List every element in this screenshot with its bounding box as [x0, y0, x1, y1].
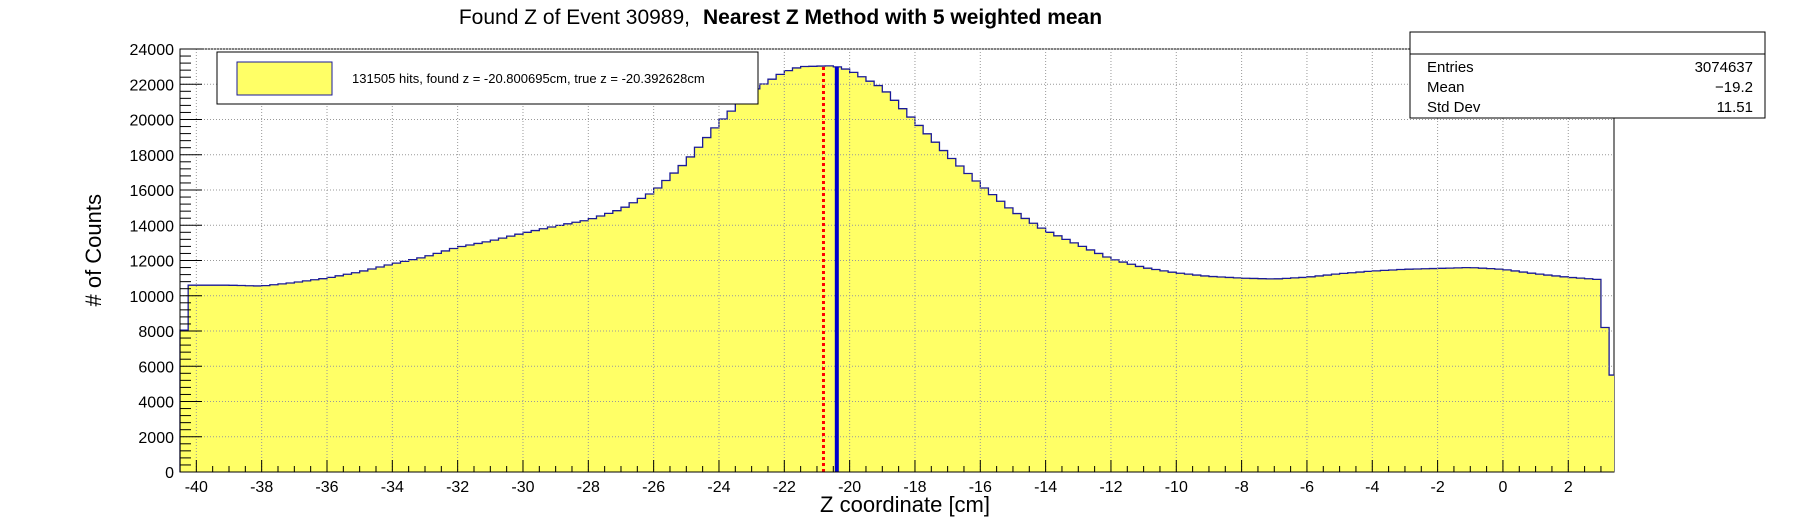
y-tick-label: 0 — [165, 465, 174, 482]
stats-stddev-value: 11.51 — [1717, 99, 1753, 116]
legend-text: 131505 hits, found z = -20.800695cm, tru… — [352, 71, 705, 86]
x-tick-label: -10 — [1165, 479, 1188, 496]
y-tick-label: 12000 — [130, 254, 175, 271]
x-tick-label: -2 — [1430, 479, 1444, 496]
legend-swatch — [236, 61, 333, 96]
stats-box: Entries 3074637 Mean −19.2 Std Dev 11.51 — [1409, 31, 1766, 119]
y-tick-label: 16000 — [130, 183, 175, 200]
y-tick-label: 2000 — [138, 430, 174, 447]
x-tick-label: -22 — [773, 479, 796, 496]
x-tick-label: -20 — [838, 479, 861, 496]
y-axis-title: # of Counts — [81, 194, 106, 307]
x-tick-label: 0 — [1498, 479, 1507, 496]
legend: 131505 hits, found z = -20.800695cm, tru… — [216, 51, 759, 105]
x-tick-label: -8 — [1235, 479, 1249, 496]
stats-mean-label: Mean — [1427, 79, 1465, 96]
stats-entries-value: 3074637 — [1695, 59, 1753, 76]
y-tick-label: 8000 — [138, 324, 174, 341]
y-tick-label: 20000 — [130, 113, 175, 130]
y-tick-label: 4000 — [138, 395, 174, 412]
y-tick-label: 14000 — [130, 218, 175, 235]
y-tick-label: 10000 — [130, 289, 175, 306]
histogram-outline — [179, 65, 1614, 472]
x-tick-label: -34 — [381, 479, 404, 496]
x-tick-label: -6 — [1300, 479, 1314, 496]
x-tick-label: -24 — [707, 479, 730, 496]
x-tick-label: -28 — [577, 479, 600, 496]
histogram-fill — [180, 65, 1614, 472]
y-tick-label: 6000 — [138, 359, 174, 376]
x-tick-label: -36 — [315, 479, 338, 496]
x-tick-label: -30 — [511, 479, 534, 496]
x-axis-title: Z coordinate [cm] — [820, 492, 990, 517]
stats-mean-value: −19.2 — [1715, 79, 1753, 96]
x-tick-label: -32 — [446, 479, 469, 496]
x-tick-label: -26 — [642, 479, 665, 496]
stats-body — [1409, 53, 1766, 119]
stats-entries-label: Entries — [1427, 59, 1474, 76]
y-tick-label: 24000 — [130, 42, 175, 59]
x-tick-label: -40 — [185, 479, 208, 496]
x-tick-label: -38 — [250, 479, 273, 496]
stats-header — [1409, 31, 1766, 55]
chart-title-normal: Found Z of Event 30989, — [459, 6, 690, 29]
stats-stddev-label: Std Dev — [1427, 99, 1481, 116]
z-markers — [821, 66, 839, 472]
axes: -40 -38 -36 -34 -32 -30 -28 -26 -24 -22 -20 -18 -16-… — [130, 42, 1614, 496]
y-tick-label: 22000 — [130, 77, 175, 94]
grid-lines — [180, 48, 1614, 473]
x-tick-label: -12 — [1099, 479, 1122, 496]
x-tick-label: -16 — [969, 479, 992, 496]
x-tick-label: 2 — [1564, 479, 1573, 496]
x-tick-label: -4 — [1365, 479, 1379, 496]
chart-title-bold: Nearest Z Method with 5 weighted mean — [703, 6, 1102, 29]
x-tick-label: -14 — [1034, 479, 1057, 496]
y-tick-label: 18000 — [130, 148, 175, 165]
x-tick-label: -18 — [903, 479, 926, 496]
histogram-bars — [179, 65, 1614, 472]
